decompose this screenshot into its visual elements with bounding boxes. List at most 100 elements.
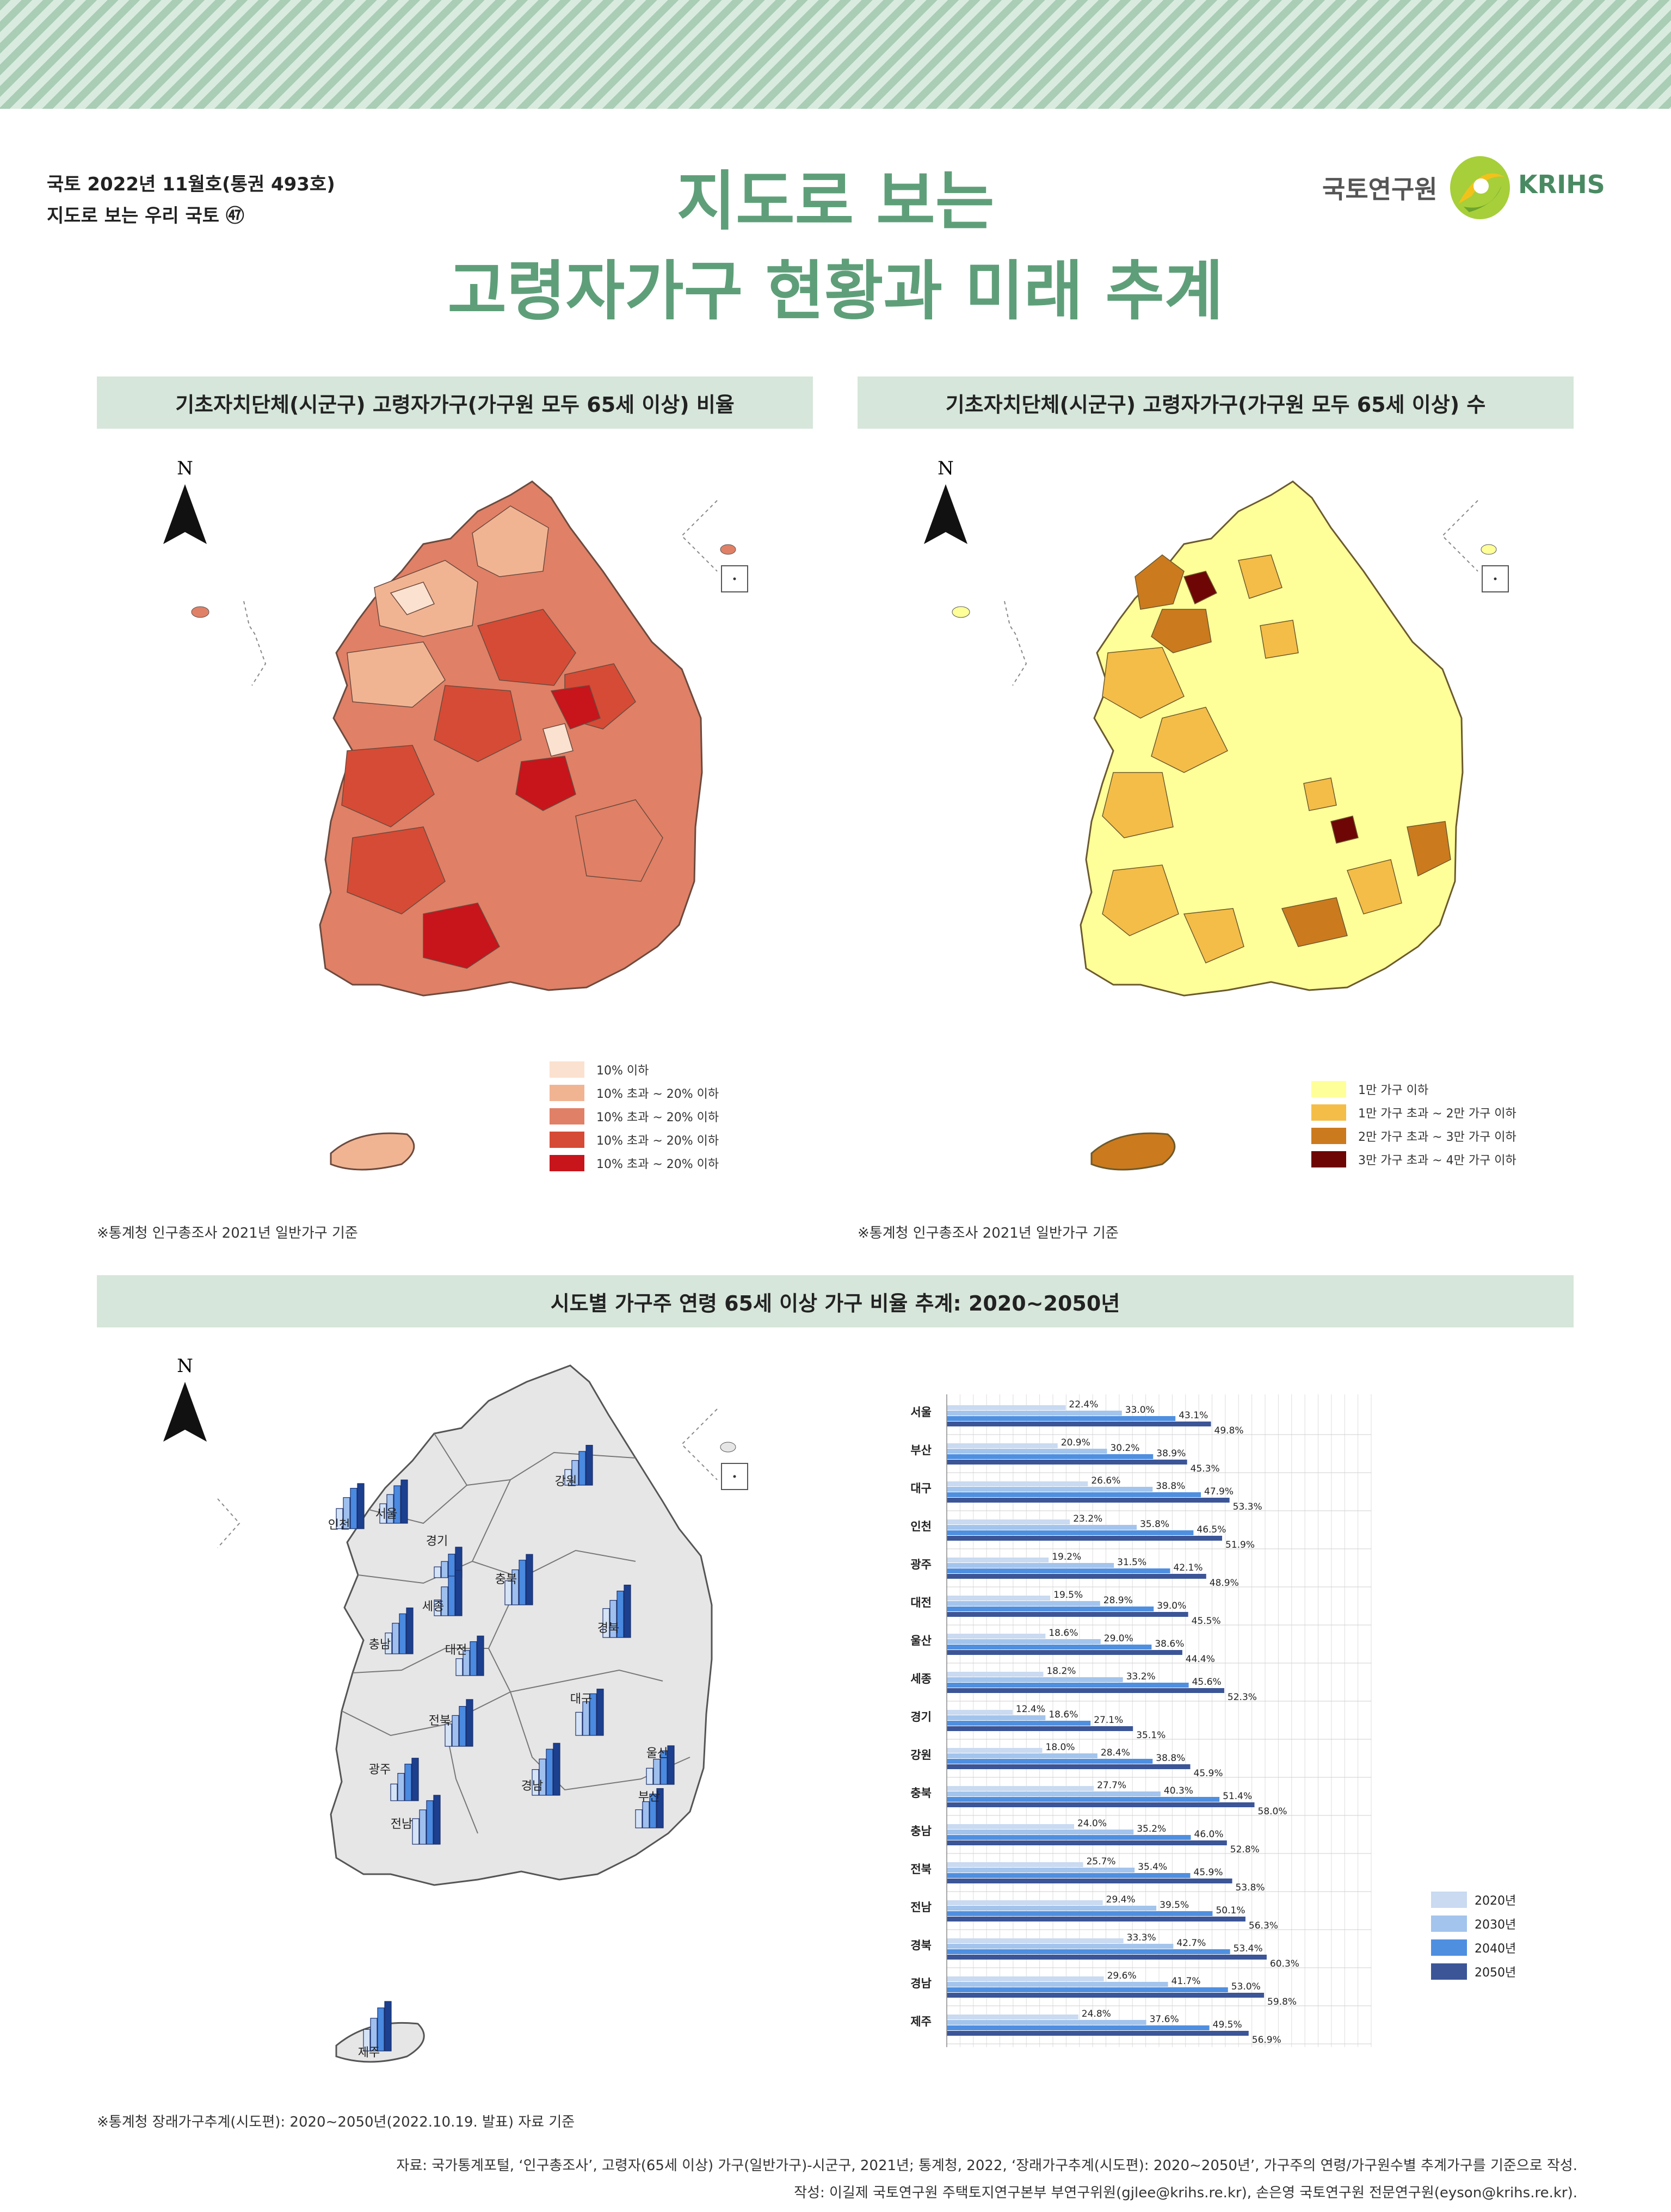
bar-chart-legend: 2020년 2030년 2040년 2050년 [1431, 1888, 1516, 1984]
mini-bar [459, 1706, 466, 1747]
data-label: 33.0% [1125, 1405, 1155, 1416]
category-label: 대구 [910, 1482, 932, 1495]
mini-bar [624, 1584, 631, 1638]
chart-legend-item: 2020년 [1431, 1888, 1516, 1912]
mini-bar [539, 1758, 546, 1796]
category-label: 광주 [910, 1558, 932, 1571]
bar-2050년-경기 [947, 1726, 1133, 1731]
bar-2030년-세종 [947, 1677, 1123, 1682]
mini-bar [441, 1586, 448, 1616]
bar-2050년-대전 [947, 1612, 1188, 1617]
region-label: 부산 [638, 1790, 660, 1804]
category-label: 전북 [910, 1863, 932, 1876]
bar-2030년-경남 [947, 1982, 1168, 1987]
data-label: 28.4% [1101, 1747, 1130, 1758]
mini-bar [412, 1818, 420, 1845]
bar-2040년-충북 [947, 1797, 1220, 1802]
legend-label: 2050년 [1475, 1966, 1516, 1980]
bar-2050년-광주 [947, 1574, 1206, 1579]
data-label: 49.5% [1213, 2019, 1242, 2030]
panel2-choropleth-map: N [858, 446, 1574, 1219]
region-label: 인천 [328, 1518, 350, 1532]
bar-2050년-전남 [947, 1917, 1245, 1921]
data-label: 18.2% [1046, 1666, 1076, 1677]
bar-2040년-경북 [947, 1949, 1230, 1954]
mini-bar [646, 1768, 653, 1785]
bar-2030년-충북 [947, 1791, 1161, 1796]
legend-swatch [1431, 1892, 1467, 1908]
bar-2050년-강원 [947, 1764, 1191, 1769]
mini-bar-chart-세종: 세종 [422, 1570, 463, 1616]
mini-bar [385, 1632, 392, 1654]
mini-bar [656, 1788, 664, 1828]
issue-line-1: 국토 2022년 11월호(통권 493호) [47, 174, 335, 195]
panel1-legend-item: 10% 이하 [550, 1058, 719, 1081]
mini-bar [445, 1723, 452, 1747]
region-label: 세종 [422, 1600, 444, 1614]
legend-swatch [1431, 1963, 1467, 1980]
mini-bar [470, 1641, 477, 1676]
data-label: 38.8% [1156, 1753, 1185, 1764]
legend-swatch [550, 1108, 584, 1124]
bar-2020년-인천 [947, 1519, 1070, 1524]
legend-label: 2040년 [1475, 1942, 1516, 1956]
data-label: 49.8% [1214, 1425, 1244, 1436]
mini-bar-chart-경남: 경남 [521, 1743, 560, 1796]
region-label: 서울 [375, 1507, 397, 1521]
bar-2020년-전남 [947, 1900, 1103, 1905]
district-shading [1102, 554, 1451, 963]
data-label: 56.9% [1252, 2035, 1281, 2046]
legend-label: 2020년 [1475, 1894, 1516, 1908]
data-label: 50.1% [1216, 1905, 1245, 1916]
mini-bar [433, 1795, 441, 1845]
mini-bar [564, 1469, 572, 1486]
mini-bar-chart-제주: 제주 [358, 2001, 392, 2060]
bar-2020년-경기 [947, 1710, 1013, 1715]
panel2-legend-item: 1만 가구 이하 [1311, 1077, 1516, 1101]
decorative-striped-band [0, 0, 1671, 109]
data-label: 12.4% [1016, 1704, 1045, 1715]
category-label: 경북 [910, 1939, 932, 1952]
mini-bar [575, 1711, 583, 1736]
data-label: 29.6% [1107, 1970, 1137, 1981]
legend-swatch [550, 1131, 584, 1148]
data-label: 42.7% [1176, 1938, 1206, 1949]
issue-line-2: 지도로 보는 우리 국토 ㊼ [47, 205, 244, 227]
mini-bar [609, 1600, 617, 1638]
data-label: 37.6% [1150, 2014, 1179, 2025]
panel3-province-map: N 서울 인천 강원 경기 충북 세종 충남 대전 경북 대구 전북 울산 광주 경남 부산 전남 제주 [97, 1344, 813, 2105]
north-arrow: N [163, 1355, 207, 1442]
category-label: 부산 [910, 1444, 932, 1457]
mini-bar [377, 2007, 385, 2052]
mini-bar [379, 1503, 387, 1524]
bar-2040년-대전 [947, 1607, 1154, 1611]
category-label: 충남 [910, 1825, 932, 1838]
legend-label: 1만 가구 이하 [1358, 1083, 1429, 1097]
logo-english-name: KRIHS [1518, 170, 1605, 199]
data-label: 33.2% [1126, 1671, 1156, 1682]
data-label: 28.9% [1103, 1595, 1133, 1606]
legend-swatch [1431, 1916, 1467, 1932]
category-label: 서울 [910, 1406, 932, 1419]
mini-bar [653, 1758, 661, 1785]
legend-label: 2만 가구 초과 ~ 3만 가구 이하 [1358, 1130, 1516, 1144]
bar-2020년-서울 [947, 1405, 1066, 1410]
mini-bar [602, 1608, 610, 1638]
mini-bar [357, 1483, 365, 1529]
mini-bar [582, 1701, 590, 1736]
region-label: 광주 [369, 1763, 391, 1777]
mini-bar [386, 1494, 394, 1524]
legend-label: 10% 초과 ~ 20% 이하 [596, 1087, 719, 1101]
bar-2030년-제주 [947, 2020, 1146, 2025]
data-label: 18.6% [1049, 1709, 1078, 1720]
data-label: 44.4% [1186, 1654, 1215, 1665]
data-label: 45.9% [1194, 1768, 1223, 1779]
mini-bar-chart-전북: 전북 [429, 1699, 473, 1747]
bar-2040년-광주 [947, 1568, 1170, 1573]
krihs-logo-icon [1450, 156, 1510, 219]
panel1-choropleth-map: N [97, 446, 813, 1219]
bar-2040년-대구 [947, 1492, 1201, 1497]
mini-bar [343, 1497, 350, 1529]
mini-bar-chart-울산: 울산 [646, 1745, 675, 1785]
data-label: 31.5% [1117, 1557, 1146, 1568]
